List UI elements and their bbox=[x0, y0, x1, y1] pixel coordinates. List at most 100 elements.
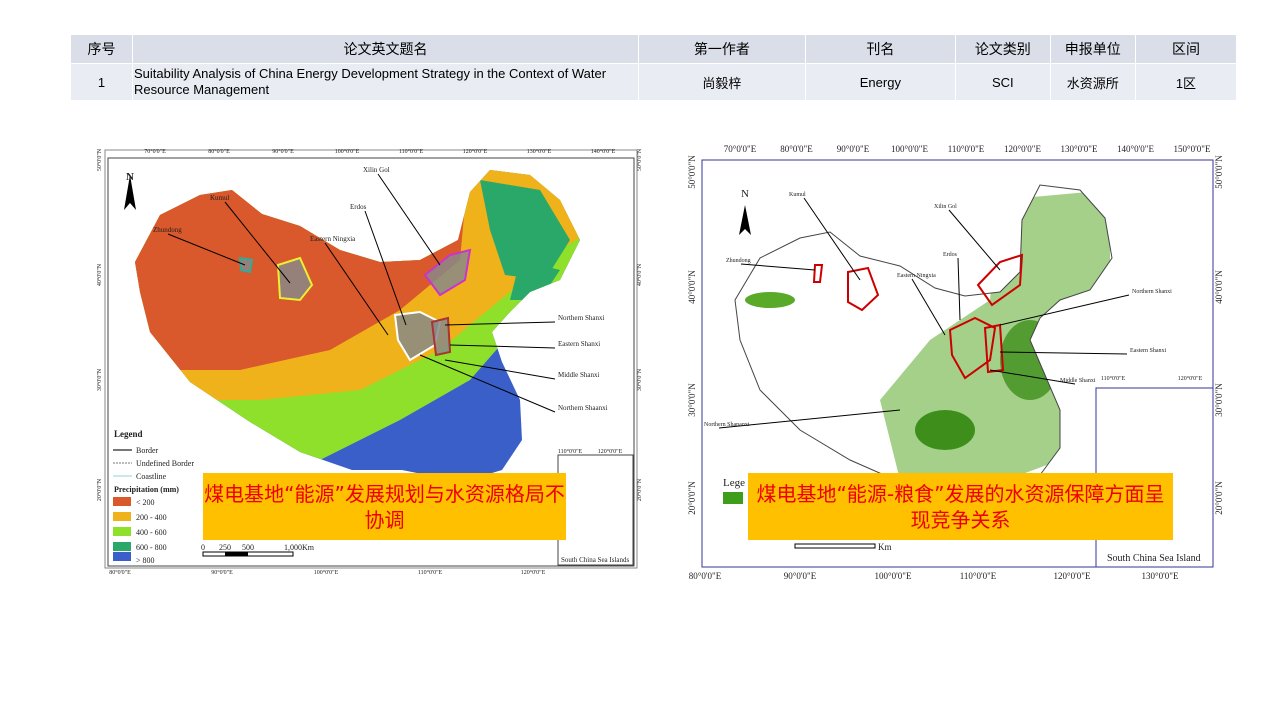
lon-label: 120°0'0"E bbox=[1054, 571, 1091, 581]
scale-label: Km bbox=[302, 543, 315, 552]
leader-line bbox=[449, 344, 556, 349]
lon-label: 110°0'0"E bbox=[960, 571, 997, 581]
leader-line bbox=[419, 354, 556, 413]
lat-label: 30°0'0"N bbox=[1214, 383, 1224, 417]
lon-label: 120°0'0"E bbox=[1178, 375, 1203, 382]
header-cell: 刊名 bbox=[804, 34, 957, 64]
legend-title: Legend bbox=[114, 429, 143, 439]
lat-label: 40°0'0"N bbox=[96, 263, 103, 286]
leader-line bbox=[911, 278, 946, 336]
lon-label: 110°0'0"E bbox=[1101, 375, 1126, 382]
scale-label: 1,000 bbox=[284, 543, 302, 552]
leader-line bbox=[444, 359, 556, 380]
lon-label: 140°0'0"E bbox=[591, 148, 616, 155]
legend-item: < 200 bbox=[136, 498, 155, 507]
lon-label: 90°0'0"E bbox=[837, 144, 870, 154]
lon-label: 100°0'0"E bbox=[335, 148, 360, 155]
cell: 1 bbox=[70, 63, 133, 101]
lon-label: 120°0'0"E bbox=[1004, 144, 1041, 154]
lon-label: 140°0'0"E bbox=[1117, 144, 1154, 154]
lon-label: 90°0'0"E bbox=[272, 148, 294, 155]
cell: 1区 bbox=[1134, 63, 1238, 101]
scale-bar bbox=[794, 543, 876, 549]
leader-line bbox=[167, 233, 246, 266]
caption: 煤电基地“能源”发展规划与水资源格局不协调 bbox=[203, 473, 566, 540]
leader-line bbox=[718, 409, 901, 429]
lat-label: 40°0'0"N bbox=[1214, 270, 1224, 304]
north-label: N bbox=[126, 171, 134, 183]
place-label: Eastern Shanxi bbox=[558, 340, 600, 348]
north-arrow bbox=[124, 175, 136, 210]
place-label: Eastern Ningxia bbox=[310, 235, 356, 243]
lat-label: 20°0'0"N bbox=[1214, 481, 1224, 515]
leader-line bbox=[948, 209, 1001, 271]
leader-line bbox=[324, 242, 389, 336]
place-label: Northern Shanxi bbox=[1132, 289, 1172, 295]
north-label: N bbox=[741, 188, 749, 200]
place-label: Northern Shananxi bbox=[704, 422, 750, 428]
place-label: Northern Shaanxi bbox=[558, 404, 608, 412]
scale-label: 500 bbox=[242, 543, 254, 552]
legend-item: > 800 bbox=[136, 556, 155, 565]
leader-line bbox=[989, 369, 1076, 385]
lon-label: 110°0'0"E bbox=[948, 144, 985, 154]
place-label: Northern Shanxi bbox=[558, 314, 605, 322]
cell: SCI bbox=[955, 63, 1051, 101]
lon-label: 90°0'0"E bbox=[784, 571, 817, 581]
lat-label: 30°0'0"N bbox=[96, 368, 103, 391]
lon-label: 110°0'0"E bbox=[418, 569, 443, 576]
lat-label: 50°0'0"N bbox=[687, 155, 697, 189]
lon-label: 110°0'0"E bbox=[399, 148, 424, 155]
lat-label: 30°0'0"N bbox=[636, 368, 643, 391]
legend-item: 400 - 600 bbox=[136, 528, 167, 537]
lon-label: 120°0'0"E bbox=[598, 448, 623, 455]
place-label: Eastern Ningxia bbox=[897, 273, 936, 279]
lat-label: 40°0'0"N bbox=[636, 263, 643, 286]
lon-label: 100°0'0"E bbox=[891, 144, 928, 154]
scale-label: 250 bbox=[219, 543, 231, 552]
place-label: Erdos bbox=[943, 252, 958, 258]
place-label: Xilin Gol bbox=[363, 166, 390, 174]
lon-label: 80°0'0"E bbox=[689, 571, 722, 581]
lon-label: 80°0'0"E bbox=[208, 148, 230, 155]
lat-label: 40°0'0"N bbox=[687, 270, 697, 304]
legend-swatch bbox=[723, 492, 743, 504]
place-label: Erdos bbox=[350, 203, 367, 211]
lon-label: 120°0'0"E bbox=[463, 148, 488, 155]
leader-line bbox=[444, 321, 556, 326]
leader-line bbox=[999, 294, 1130, 326]
leader-line bbox=[377, 173, 441, 266]
place-label: Xilin Gol bbox=[934, 204, 957, 210]
lon-label: 80°0'0"E bbox=[109, 569, 131, 576]
lat-label: 20°0'0"N bbox=[636, 478, 643, 501]
lon-label: 130°0'0"E bbox=[1142, 571, 1179, 581]
lat-label: 50°0'0"N bbox=[96, 148, 103, 171]
lat-label: 20°0'0"N bbox=[687, 481, 697, 515]
place-label: Kumul bbox=[210, 194, 230, 202]
paper-table: 序号 论文英文题名 第一作者 刊名 论文类别 申报单位 区间 1 Suitability Ana… bbox=[70, 34, 1238, 101]
legend-item: Border bbox=[136, 446, 159, 455]
lat-label: 50°0'0"N bbox=[636, 148, 643, 171]
lon-label: 110°0'0"E bbox=[558, 448, 583, 455]
header-cell: 序号 bbox=[70, 34, 133, 64]
scale-label: Km bbox=[878, 542, 892, 552]
lon-label: 70°0'0"E bbox=[724, 144, 757, 154]
legend-item: Undefined Border bbox=[136, 459, 194, 468]
inset-label: South China Sea Islands bbox=[561, 556, 630, 564]
header-cell: 论文类别 bbox=[955, 34, 1051, 64]
leader-line bbox=[999, 351, 1128, 355]
legend-title: Lege bbox=[723, 477, 745, 489]
lat-label: 50°0'0"N bbox=[1214, 155, 1224, 189]
place-label: Eastern Shanxi bbox=[1130, 348, 1166, 354]
caption: 煤电基地“能源-粮食”发展的水资源保障方面呈现竞争关系 bbox=[748, 473, 1173, 540]
header-cell: 申报单位 bbox=[1049, 34, 1136, 64]
leader-line bbox=[740, 263, 816, 271]
north-arrow bbox=[739, 205, 751, 235]
lon-label: 80°0'0"E bbox=[780, 144, 813, 154]
cell: 水资源所 bbox=[1049, 63, 1136, 101]
lon-label: 100°0'0"E bbox=[314, 569, 339, 576]
inset-frame bbox=[557, 454, 634, 566]
legend-item: 600 - 800 bbox=[136, 543, 167, 552]
legend-swatches bbox=[113, 449, 294, 561]
